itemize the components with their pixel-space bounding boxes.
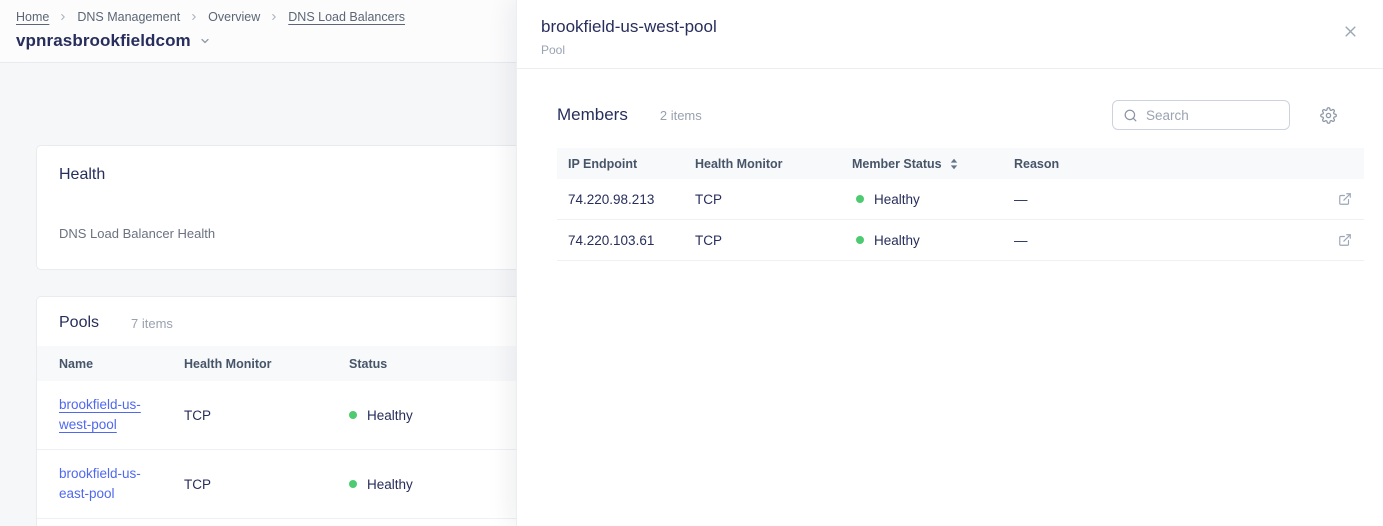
members-toolbar: Members 2 items [557, 98, 1364, 132]
members-title: Members [557, 105, 628, 124]
external-link-icon[interactable] [1324, 233, 1364, 247]
pool-health-monitor: TCP [184, 476, 211, 492]
status-label: Healthy [367, 407, 413, 423]
chevron-down-icon[interactable] [199, 35, 211, 47]
member-ip: 74.220.103.61 [568, 232, 655, 248]
members-item-count: 2 items [659, 107, 702, 123]
sort-icon[interactable] [950, 158, 958, 170]
pools-item-count: 7 items [131, 315, 173, 331]
panel-header: brookfield-us-west-pool Pool [517, 0, 1383, 69]
chevron-right-icon [58, 12, 68, 22]
pool-detail-panel: brookfield-us-west-pool Pool Members 2 i… [516, 0, 1383, 526]
table-row: 74.220.103.61 TCP Healthy — [557, 220, 1364, 261]
pools-column-name: Name [59, 356, 94, 371]
pool-health-monitor: TCP [184, 407, 211, 423]
member-ip: 74.220.98.213 [568, 191, 655, 207]
members-table-header: IP Endpoint Health Monitor Member Status… [557, 148, 1364, 179]
breadcrumb: Home DNS Management Overview DNS Load Ba… [16, 10, 1367, 24]
pools-title: Pools [59, 314, 100, 331]
members-table: IP Endpoint Health Monitor Member Status… [557, 148, 1364, 261]
table-row: 74.220.98.213 TCP Healthy — [557, 179, 1364, 220]
page-title-row: vpnrasbrookfieldcom [16, 31, 1367, 51]
search-box [1112, 100, 1290, 130]
pools-card-header: Pools 7 items [37, 297, 735, 346]
search-input[interactable] [1146, 107, 1279, 123]
external-link-icon[interactable] [1324, 192, 1364, 206]
member-status: Healthy [852, 233, 1014, 248]
table-row: brookfield-us-west-pool TCP Healthy [37, 381, 735, 450]
breadcrumb-dns-load-balancers-link[interactable]: DNS Load Balancers [288, 10, 405, 24]
members-column-ip-endpoint: IP Endpoint [568, 156, 638, 171]
close-icon[interactable] [1341, 22, 1359, 40]
healthy-dot-icon [349, 411, 357, 419]
breadcrumb-dns-management: DNS Management [77, 10, 181, 24]
health-card-description: DNS Load Balancer Health [59, 226, 216, 241]
panel-subtitle: Pool [541, 43, 566, 57]
breadcrumb-home-link[interactable]: Home [16, 10, 50, 24]
status-label: Healthy [874, 191, 920, 207]
member-health-monitor: TCP [695, 232, 722, 248]
pool-status: Healthy [349, 477, 735, 492]
breadcrumb-overview: Overview [208, 10, 261, 24]
member-reason: — [1014, 191, 1028, 207]
pool-status: Healthy [349, 408, 735, 423]
pool-link-west[interactable]: brookfield-us-west-pool [59, 396, 141, 432]
member-status: Healthy [852, 192, 1014, 207]
healthy-dot-icon [349, 480, 357, 488]
member-health-monitor: TCP [695, 191, 722, 207]
members-column-reason: Reason [1014, 156, 1060, 171]
healthy-dot-icon [856, 236, 864, 244]
status-label: Healthy [367, 476, 413, 492]
search-icon [1123, 108, 1138, 123]
status-label: Healthy [874, 232, 920, 248]
pools-column-health-monitor: Health Monitor [184, 356, 272, 371]
chevron-right-icon [269, 12, 279, 22]
table-row: brookfield-us-east-pool TCP Healthy [37, 450, 735, 519]
chevron-right-icon [189, 12, 199, 22]
members-column-health-monitor: Health Monitor [695, 156, 783, 171]
pools-column-status: Status [349, 356, 388, 371]
panel-title: brookfield-us-west-pool [541, 17, 717, 36]
healthy-dot-icon [856, 195, 864, 203]
gear-icon[interactable] [1320, 106, 1337, 124]
members-column-member-status[interactable]: Member Status [852, 157, 1014, 171]
member-reason: — [1014, 232, 1028, 248]
health-card-title: Health [59, 166, 106, 183]
pool-link-east[interactable]: brookfield-us-east-pool [59, 465, 141, 501]
page-title: vpnrasbrookfieldcom [16, 31, 191, 50]
